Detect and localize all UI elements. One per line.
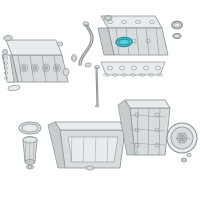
Ellipse shape [86, 166, 94, 170]
Ellipse shape [22, 66, 26, 70]
Polygon shape [60, 130, 125, 168]
Polygon shape [12, 55, 68, 82]
Ellipse shape [19, 122, 41, 134]
Ellipse shape [42, 64, 50, 72]
Ellipse shape [167, 123, 197, 153]
Polygon shape [6, 40, 62, 55]
Ellipse shape [26, 165, 34, 169]
Ellipse shape [4, 35, 12, 41]
Ellipse shape [171, 127, 193, 149]
Ellipse shape [22, 124, 38, 132]
Ellipse shape [63, 68, 69, 75]
Ellipse shape [174, 23, 180, 27]
Ellipse shape [25, 160, 35, 164]
Ellipse shape [2, 49, 8, 54]
Ellipse shape [44, 66, 48, 70]
Polygon shape [55, 122, 125, 130]
Ellipse shape [182, 158, 186, 162]
Polygon shape [101, 16, 162, 28]
Ellipse shape [85, 63, 91, 67]
Polygon shape [98, 28, 114, 55]
Polygon shape [125, 100, 170, 108]
Polygon shape [130, 108, 170, 155]
Polygon shape [101, 62, 165, 75]
Ellipse shape [116, 37, 132, 47]
Ellipse shape [58, 42, 62, 46]
Ellipse shape [177, 133, 187, 143]
Ellipse shape [33, 66, 37, 70]
Polygon shape [3, 55, 14, 82]
Ellipse shape [21, 64, 28, 72]
Ellipse shape [8, 85, 20, 91]
Ellipse shape [96, 105, 98, 107]
Ellipse shape [174, 34, 180, 38]
Ellipse shape [95, 66, 100, 68]
Polygon shape [108, 28, 168, 55]
Polygon shape [48, 122, 65, 168]
Ellipse shape [23, 137, 37, 143]
Ellipse shape [23, 136, 37, 144]
Polygon shape [23, 140, 37, 162]
Ellipse shape [54, 64, 60, 72]
Ellipse shape [32, 64, 38, 72]
Ellipse shape [72, 54, 76, 62]
Polygon shape [68, 137, 118, 162]
Polygon shape [2, 55, 18, 82]
Ellipse shape [187, 154, 191, 156]
Ellipse shape [104, 16, 112, 21]
Ellipse shape [55, 66, 59, 70]
Ellipse shape [83, 22, 89, 26]
Polygon shape [118, 100, 135, 155]
